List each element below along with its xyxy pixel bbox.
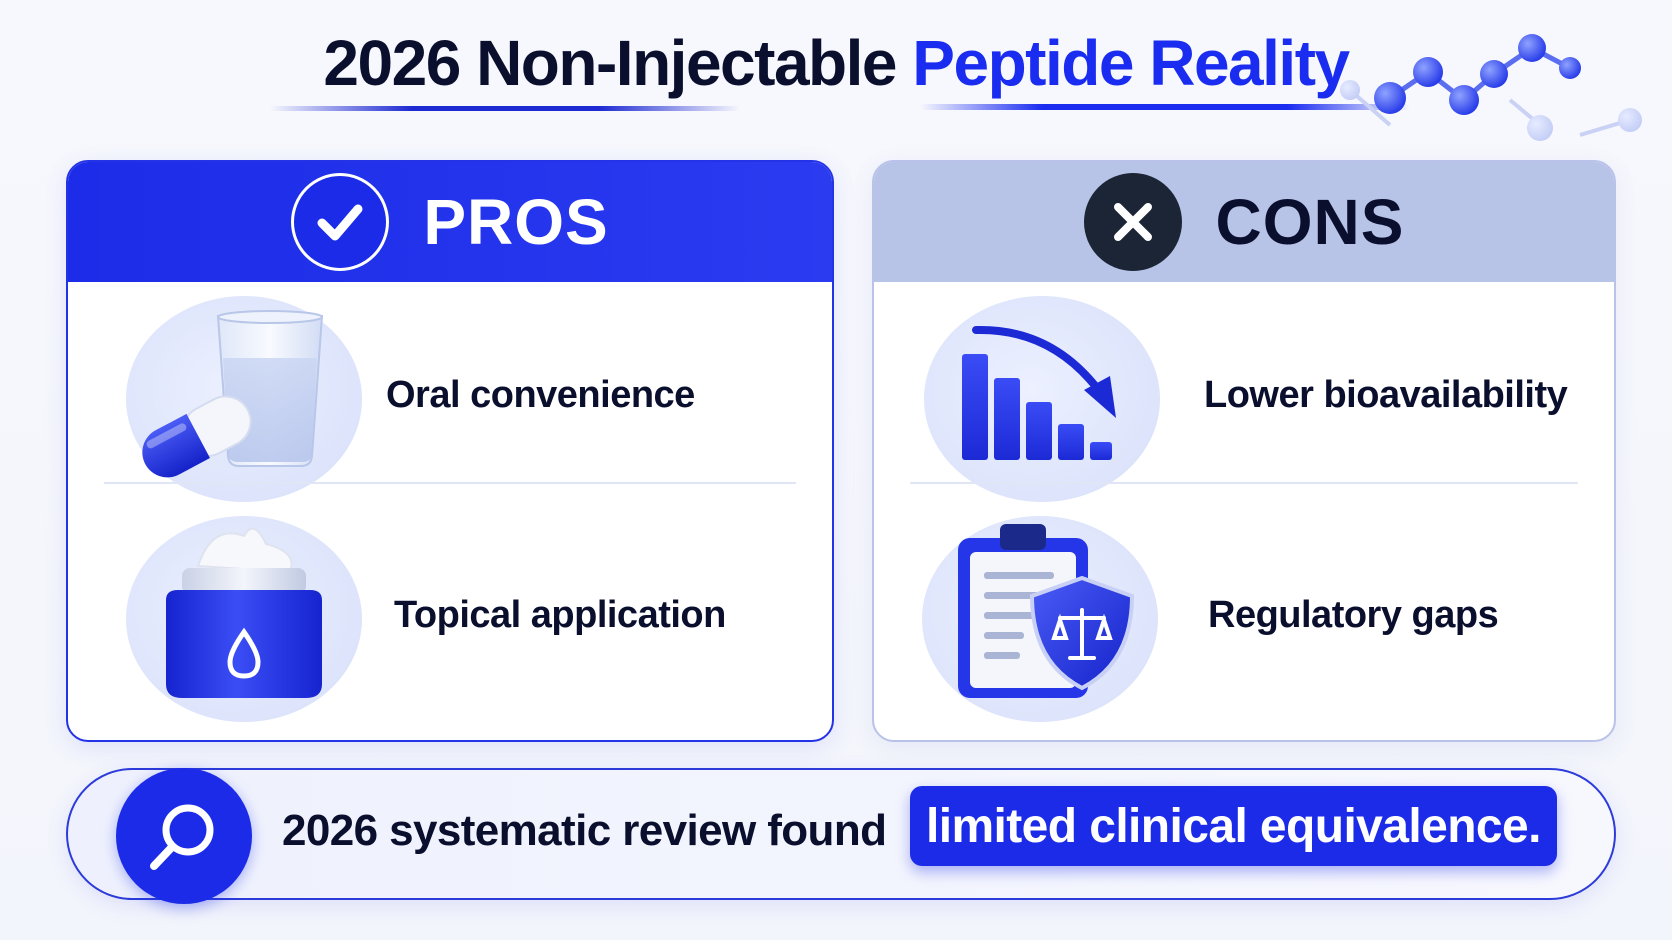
clipboard-shield-scales-icon xyxy=(922,516,1158,722)
pros-header: PROS xyxy=(68,162,832,282)
pros-item-label: Topical application xyxy=(394,594,726,636)
title-accent-underline xyxy=(920,104,1410,110)
x-mark-icon xyxy=(1083,173,1182,271)
molecule-decoration-icon xyxy=(1340,34,1642,141)
page-title: 2026 Non-Injectable Peptide Reality xyxy=(0,26,1672,100)
cons-header: CONS xyxy=(874,162,1614,282)
cream-jar-icon xyxy=(126,516,362,722)
title-underline xyxy=(270,106,740,111)
cons-divider xyxy=(910,482,1578,484)
title-part-2: Peptide Reality xyxy=(912,27,1350,99)
pros-item: Oral convenience xyxy=(68,284,832,504)
pill-and-water-glass-icon xyxy=(126,296,362,502)
pros-item: Topical application xyxy=(68,504,832,724)
cons-item: Regulatory gaps xyxy=(874,504,1614,724)
cons-item-label: Regulatory gaps xyxy=(1208,594,1499,636)
declining-bar-chart-icon xyxy=(924,296,1160,502)
pros-item-label: Oral convenience xyxy=(386,374,695,416)
review-summary-bar: 2026 systematic review found limited cli… xyxy=(66,768,1616,904)
title-part-1: 2026 Non-Injectable xyxy=(323,27,913,99)
cons-item-label: Lower bioavailability xyxy=(1204,374,1568,416)
cons-panel: CONS Lower bioavailability xyxy=(872,160,1616,742)
cons-item: Lower bioavailability xyxy=(874,284,1614,504)
cons-title: CONS xyxy=(1215,186,1405,258)
review-summary-highlight: limited clinical equivalence. xyxy=(910,786,1557,866)
magnifier-icon xyxy=(116,768,252,904)
checkmark-icon xyxy=(291,173,390,271)
pros-title: PROS xyxy=(423,186,609,258)
review-summary-text: 2026 systematic review found xyxy=(282,806,887,855)
pros-divider xyxy=(104,482,796,484)
pros-panel: PROS xyxy=(66,160,834,742)
